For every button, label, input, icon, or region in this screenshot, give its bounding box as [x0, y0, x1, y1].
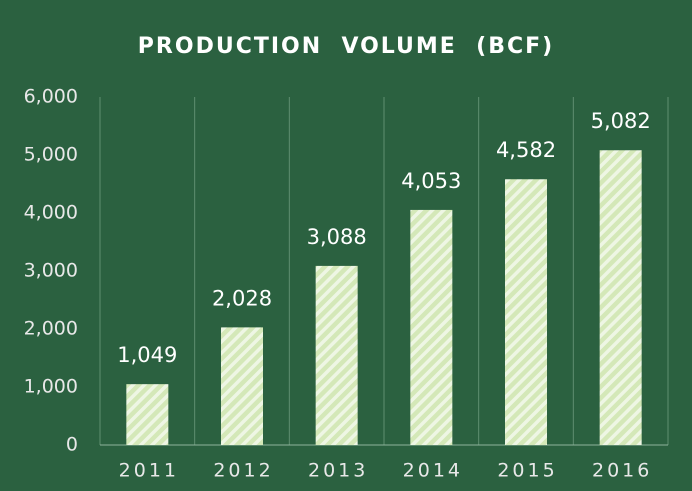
y-tick-label: 3,000	[24, 260, 78, 282]
x-tick-label: 2015	[497, 460, 557, 482]
y-tick-label: 5,000	[24, 144, 78, 166]
y-tick-label: 6,000	[24, 86, 78, 108]
x-tick-label: 2012	[213, 460, 273, 482]
bar	[315, 265, 358, 445]
bar	[221, 327, 263, 445]
bar	[410, 209, 453, 445]
bar	[126, 384, 169, 445]
x-tick-label: 2013	[308, 460, 368, 482]
value-label: 1,049	[117, 343, 177, 367]
value-label: 3,088	[307, 225, 367, 249]
y-tick-label: 2,000	[24, 318, 78, 340]
chart-title: PRODUCTION VOLUME (BCF)	[138, 34, 554, 59]
x-tick-label: 2011	[119, 460, 179, 482]
y-tick-label: 0	[66, 434, 78, 456]
bar	[505, 179, 547, 445]
x-tick-label: 2016	[592, 460, 652, 482]
value-label: 5,082	[591, 109, 651, 133]
y-tick-label: 1,000	[24, 376, 78, 398]
bar	[599, 150, 642, 445]
value-label: 4,053	[401, 169, 461, 193]
y-tick-label: 4,000	[24, 202, 78, 224]
value-label: 4,582	[496, 138, 556, 162]
x-tick-label: 2014	[403, 460, 463, 482]
value-label: 2,028	[212, 286, 272, 310]
